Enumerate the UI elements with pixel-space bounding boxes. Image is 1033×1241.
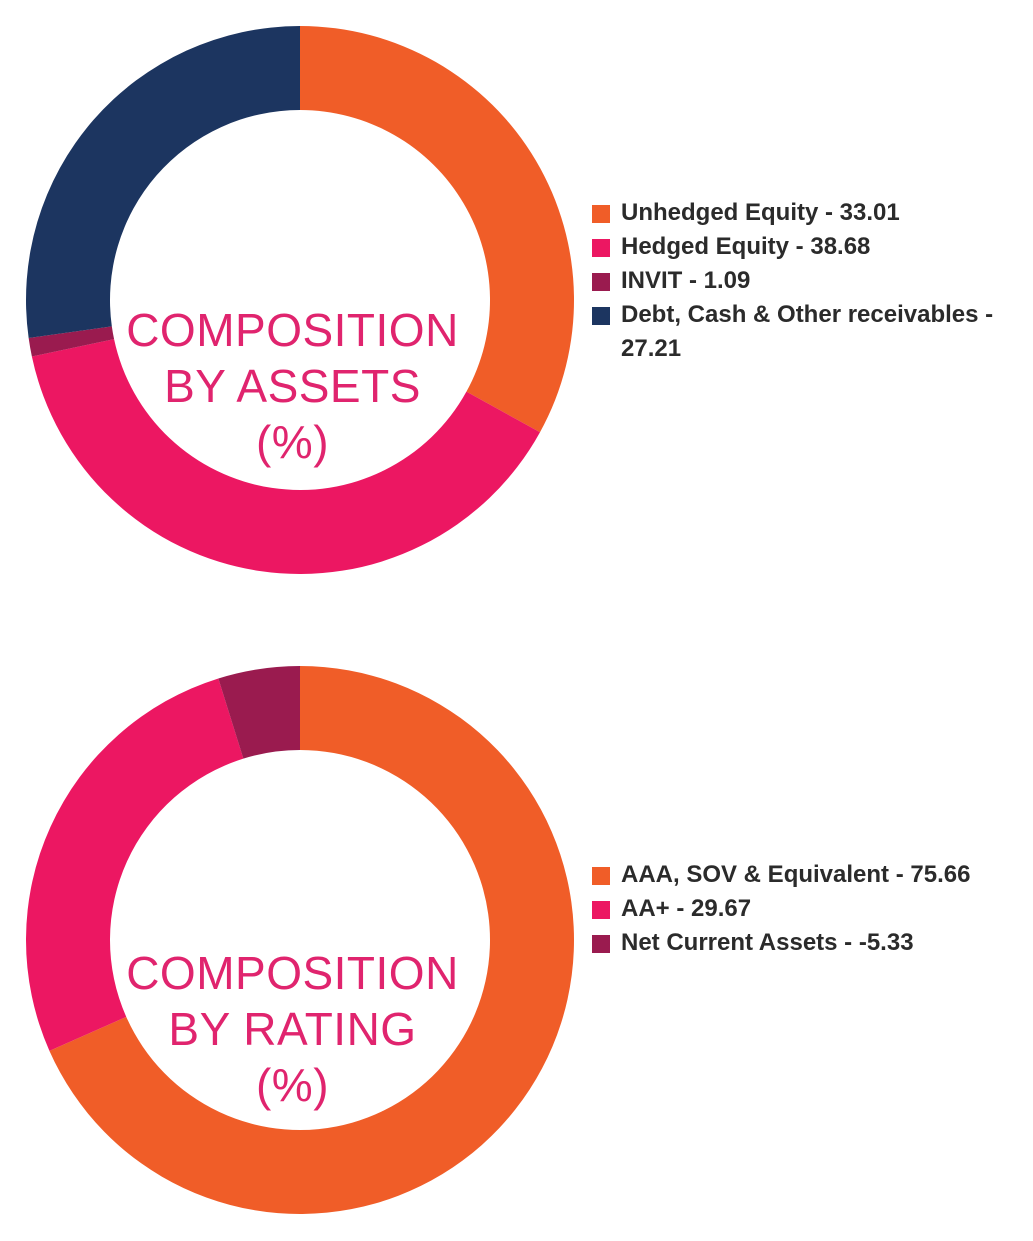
rating-title-line-2: BY RATING [168, 1003, 417, 1055]
donut-slice-unhedged-equity [300, 26, 574, 433]
legend-swatch [592, 307, 610, 325]
legend-label: AA+ - 29.67 [621, 895, 752, 922]
legend-item-debt-cash-other: Debt, Cash & Other receivables - 27.21 [592, 298, 1022, 366]
donut-slice-invit [28, 326, 115, 357]
legend-label: INVIT - 1.09 [621, 267, 751, 294]
legend-swatch [592, 239, 610, 257]
legend-item-aaa-sov: AAA, SOV & Equivalent - 75.66 [592, 858, 972, 892]
rating-composition-chart: COMPOSITION BY RATING (%) AAA, SOV & Equ… [0, 640, 1033, 1241]
legend-swatch [592, 867, 610, 885]
donut-slice-aa [25, 678, 244, 1051]
legend-label: Hedged Equity - 38.68 [621, 233, 871, 260]
legend-swatch [592, 205, 610, 223]
legend-item-invit: INVIT - 1.09 [592, 264, 1022, 298]
rating-legend: AAA, SOV & Equivalent - 75.66 AA+ - 29.6… [592, 858, 972, 960]
legend-label: Unhedged Equity - 33.01 [621, 199, 900, 226]
legend-item-net-current-assets: Net Current Assets - -5.33 [592, 926, 972, 960]
legend-swatch [592, 901, 610, 919]
donut-slice-aaa-sov-equivalent [49, 666, 574, 1214]
legend-label: Net Current Assets - -5.33 [621, 929, 914, 956]
legend-swatch [592, 273, 610, 291]
legend-label: Debt, Cash & Other receivables - 27.21 [621, 301, 994, 362]
donut-slice-debt-cash-other-receivables [25, 26, 300, 338]
legend-item-unhedged-equity: Unhedged Equity - 33.01 [592, 196, 1022, 230]
donut-slice-net-current-assets [218, 666, 300, 759]
legend-item-hedged-equity: Hedged Equity - 38.68 [592, 230, 1022, 264]
donut-slice-hedged-equity [31, 339, 540, 574]
rating-title-line-3: (%) [255, 1059, 330, 1111]
rating-center-title: COMPOSITION BY RATING (%) [100, 945, 485, 1113]
assets-center-title: COMPOSITION BY ASSETS (%) [100, 302, 485, 470]
assets-title-line-1: COMPOSITION [126, 304, 459, 356]
assets-title-line-2: BY ASSETS [164, 360, 421, 412]
assets-legend: Unhedged Equity - 33.01 Hedged Equity - … [592, 196, 1022, 366]
legend-item-aa-plus: AA+ - 29.67 [592, 892, 972, 926]
assets-donut [25, 26, 574, 574]
rating-donut [25, 666, 574, 1214]
legend-label: AAA, SOV & Equivalent - 75.66 [621, 861, 971, 888]
assets-title-line-3: (%) [255, 416, 330, 468]
rating-title-line-1: COMPOSITION [126, 947, 459, 999]
assets-composition-chart: COMPOSITION BY ASSETS (%) Unhedged Equit… [0, 0, 1033, 600]
legend-swatch [592, 935, 610, 953]
